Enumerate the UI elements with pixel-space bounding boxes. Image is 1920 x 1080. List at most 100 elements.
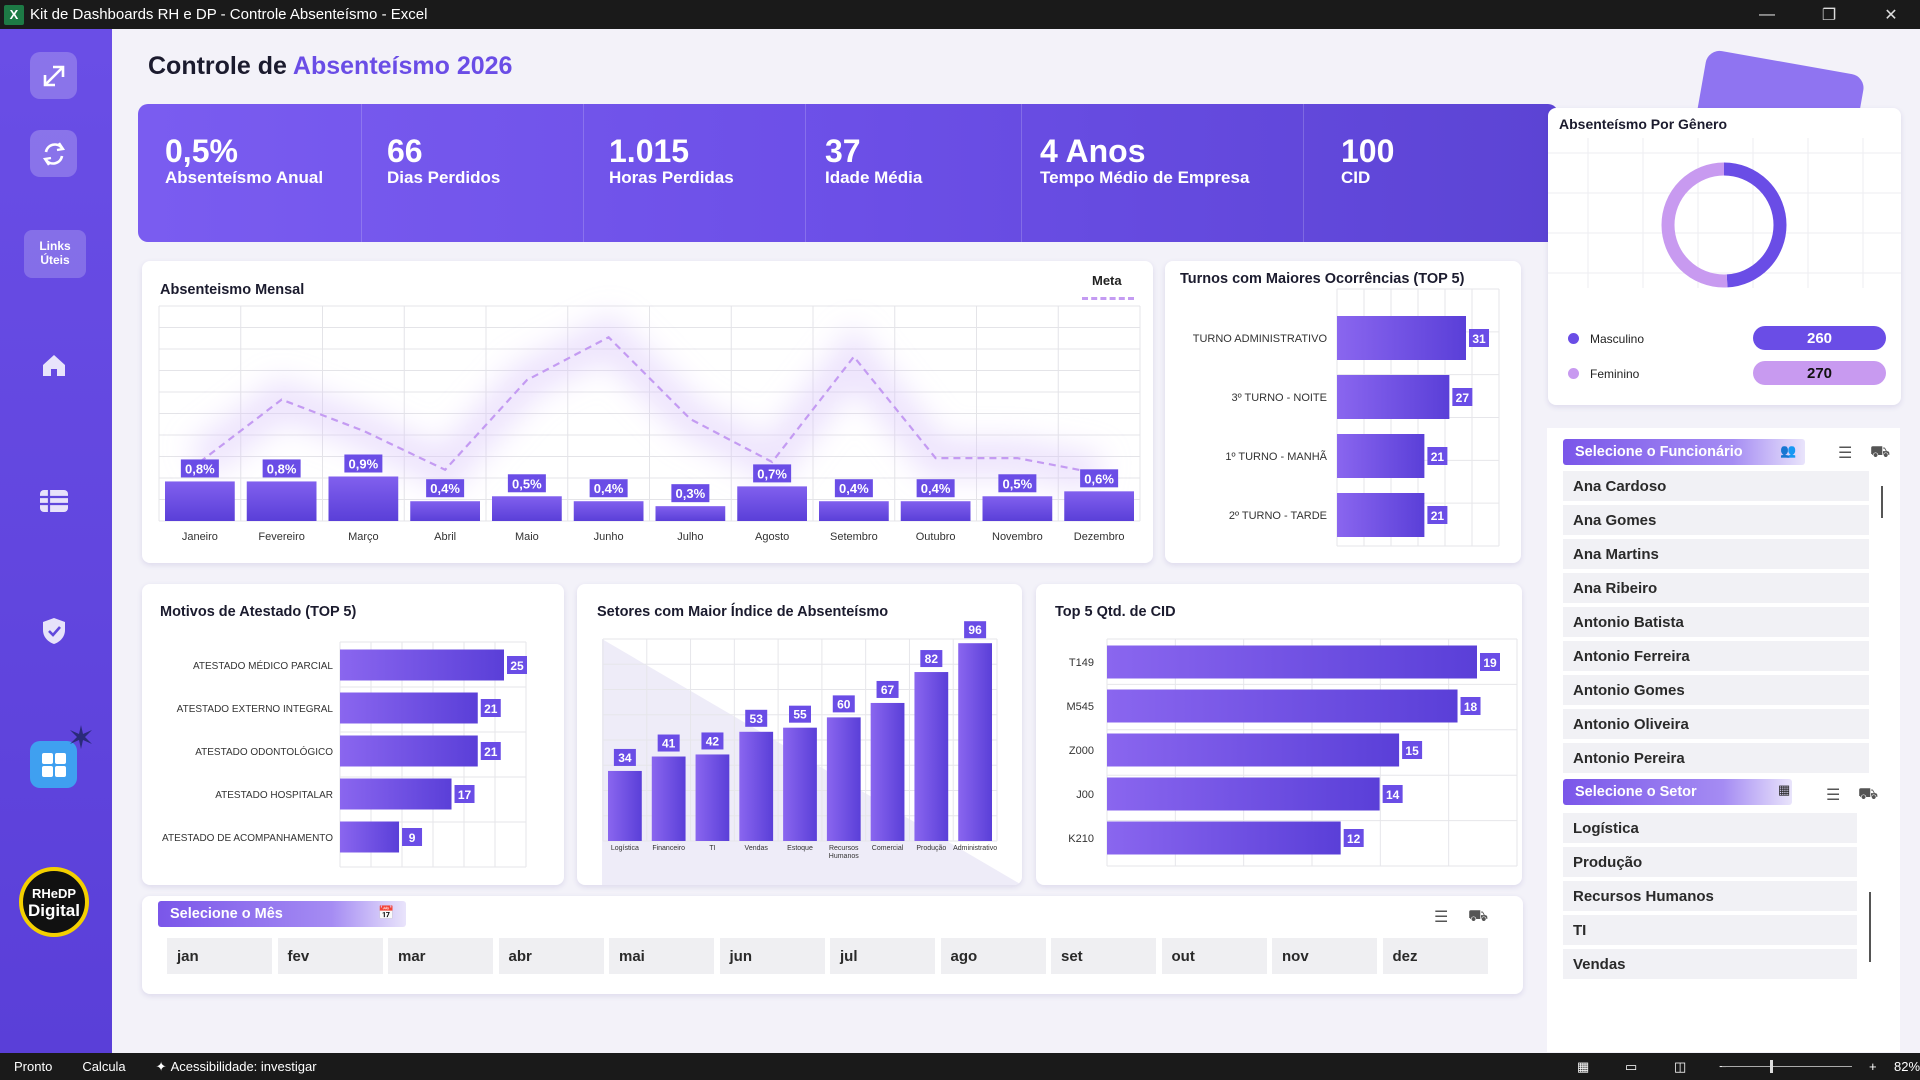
month-button-jul[interactable]: jul [830,938,935,974]
data-label-bg [701,732,724,750]
expand-button[interactable] [30,52,77,99]
employee-item[interactable]: Ana Martins [1563,539,1869,569]
employee-item[interactable]: Antonio Gomes [1563,675,1869,705]
month-button-out[interactable]: out [1161,938,1267,974]
data-label: 19 [1483,656,1497,670]
sector-item[interactable]: Recursos Humanos [1563,881,1857,911]
month-button-mar[interactable]: mar [388,938,493,974]
sector-item[interactable]: Logística [1563,813,1857,843]
data-label: 9 [409,831,416,845]
data-label: 21 [1431,509,1445,523]
category-label: T149 [1069,657,1094,669]
zoom-level[interactable]: 82% [1894,1059,1920,1074]
sector-item[interactable]: Produção [1563,847,1857,877]
data-label: 55 [793,708,807,722]
sector-item[interactable]: Vendas [1563,949,1857,979]
month-button-jan[interactable]: jan [167,938,272,974]
sector-scrollbar[interactable] [1869,892,1871,962]
data-label: 0,7% [757,466,787,481]
page-layout-icon[interactable]: ▭ [1625,1058,1638,1074]
data-label-bg [1343,829,1364,847]
bar [340,692,478,724]
month-button-set[interactable]: set [1051,938,1156,974]
month-button-jun[interactable]: jun [719,938,825,974]
month-button-fev[interactable]: fev [277,938,383,974]
month-button-abr[interactable]: abr [498,938,604,974]
kpi-divider [1303,104,1304,242]
category-label: ATESTADO DE ACOMPANHAMENTO [162,833,333,844]
minimize-icon[interactable]: — [1759,5,1775,23]
employee-item[interactable]: Ana Gomes [1563,505,1869,535]
sector-multiselect-icon[interactable]: ☰ [1826,787,1841,804]
building-icon: ▦ [1778,782,1791,797]
home-button[interactable] [36,347,72,383]
employee-multiselect-icon[interactable]: ☰ [1838,445,1853,462]
data-label-bg [1452,388,1473,406]
x-tick-label: Estoque [787,845,813,852]
month-button-dez[interactable]: dez [1382,938,1488,974]
data-label: 27 [1456,391,1470,405]
male-legend-dot [1568,333,1579,344]
zoom-slider[interactable] [1722,1066,1852,1067]
employee-clear-filter-icon[interactable]: ⛟ [1870,444,1891,461]
dashboards-button[interactable] [30,741,77,788]
x-tick-label: Maio [515,531,539,543]
x-tick-label: Humanos [829,853,859,860]
refresh-button[interactable] [30,130,77,177]
data-label: 0,4% [430,481,460,496]
links-uteis-button[interactable]: Links Úteis [24,230,86,278]
female-value: 270 [1753,361,1886,385]
rhedp-digital-logo: RHeDP Digital [19,867,89,937]
employee-item[interactable]: Ana Cardoso [1563,471,1869,501]
sector-item[interactable]: TI [1563,915,1857,945]
multiselect-icon[interactable]: ☰ [1434,909,1449,926]
zoom-slider-handle[interactable] [1770,1060,1773,1073]
employee-item[interactable]: Antonio Oliveira [1563,709,1869,739]
month-button-ago[interactable]: ago [940,938,1046,974]
page-break-icon[interactable]: ◫ [1674,1058,1687,1074]
bar [1107,645,1477,679]
status-bar: Pronto Calcula ✦ Acessibilidade: investi… [0,1053,1920,1080]
data-label: 21 [1431,450,1445,464]
month-button-mai[interactable]: mai [609,938,714,974]
bar [608,770,642,841]
employee-item[interactable]: Ana Ribeiro [1563,573,1869,603]
employee-item[interactable]: Antonio Batista [1563,607,1869,637]
employee-scrollbar[interactable] [1881,486,1883,518]
sector-clear-filter-icon[interactable]: ⛟ [1858,786,1879,803]
data-label-bg [876,680,899,698]
x-tick-label: TI [709,845,715,852]
bar [651,756,686,841]
bar [340,649,504,681]
bar [870,702,905,841]
month-button-nov[interactable]: nov [1272,938,1377,974]
sector-slicer-header: Selecione o Setor [1563,779,1792,805]
employee-item[interactable]: Antonio Pereira [1563,743,1869,773]
kpi-cid: 100 CID [1341,133,1395,187]
bar-abril [410,501,480,521]
normal-view-icon[interactable]: ▦ [1577,1058,1590,1074]
category-label: M545 [1066,701,1094,713]
window-title: Kit de Dashboards RH e DP - Controle Abs… [30,6,428,23]
close-icon[interactable]: ✕ [1884,6,1898,24]
data-label-bg [426,479,465,498]
bar [1107,733,1400,767]
x-tick-label: Logística [611,845,639,852]
restore-icon[interactable]: ❐ [1821,6,1837,24]
home-icon [43,355,65,376]
data-label: 0,4% [921,481,951,496]
table-button[interactable] [36,483,72,519]
data-label: 25 [510,659,524,673]
data-label-bg [1480,653,1500,671]
status-accessibility[interactable]: Acessibilidade: investigar [170,1059,317,1074]
shield-button[interactable] [36,613,72,649]
bar [1337,493,1425,537]
category-label: Z000 [1069,745,1094,757]
links-label-1: Links [39,239,71,253]
data-label-bg [402,828,423,846]
zoom-in-icon[interactable]: + [1869,1059,1877,1074]
employee-item[interactable]: Antonio Ferreira [1563,641,1869,671]
data-label-bg [1427,447,1448,465]
clear-filter-icon[interactable]: ⛟ [1468,908,1489,925]
kpi-horas-perdidas: 1.015 Horas Perdidas [609,133,734,187]
